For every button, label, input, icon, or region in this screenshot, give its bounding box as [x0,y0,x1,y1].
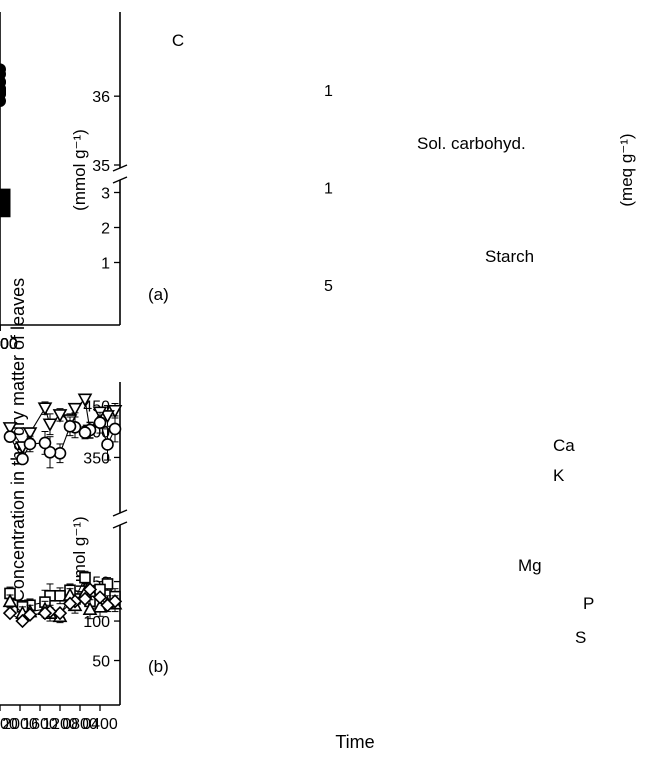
x-tick-label: 0400 [0,336,18,353]
series-label: P [583,594,594,613]
x-tick-label: 2000 [0,336,18,353]
series-label: S [575,628,586,647]
x-tick-label: 2400 [0,716,18,733]
data-point [107,594,123,609]
data-point [77,393,93,408]
data-point [100,598,115,613]
data-point [108,422,122,436]
y2-axis-label: (meq g⁻¹) [617,133,636,206]
data-point [16,452,29,466]
series-k [3,411,122,469]
x-tick-label: 1200 [42,716,78,733]
series-label: C [172,31,184,50]
axis-break-mark [112,176,128,184]
y2-tick-label: 1500 [324,83,659,100]
y-tick-label-lower: 3 [101,186,110,203]
data-point [92,590,108,605]
panel-label: (b) [148,657,169,676]
data-point [67,402,83,417]
series-c [0,63,6,107]
series-label: Sol. carbohyd. [417,134,526,153]
data-point [100,410,115,424]
data-point [78,426,92,439]
y-tick-label-upper: 36 [92,89,110,106]
panel-a: 040008001200160020002400 35 36 1 2 3 500 1000 15… [0,12,659,353]
x-axis-title: Time [335,732,374,752]
data-point [63,420,77,433]
data-point [52,409,68,423]
series-label: Ca [553,436,575,455]
data-point [62,596,78,611]
data-point [43,445,57,459]
series-filled-square [0,188,11,218]
data-point [22,607,38,622]
series-label: K [553,466,565,485]
data-point [77,591,93,607]
data-point [82,582,98,597]
series-s [2,582,123,629]
panel-label: (a) [148,285,169,304]
y-tick-label-lower: 2 [101,221,110,238]
x-tick-label: 0800 [0,336,18,353]
data-point [38,436,52,450]
axis-break-mark [112,521,128,529]
axis-break-mark [112,164,128,172]
data-point [0,88,6,101]
x-tick-label: 1200 [0,336,18,353]
axis-break-mark [112,509,128,517]
x-tick-label: 2000 [2,716,38,733]
data-point [82,601,98,616]
data-point [0,68,6,81]
y2-tick-label: 500 [324,278,659,295]
y-tick-label-lower: 1 [101,256,110,273]
data-point [101,438,114,451]
data-point [0,197,11,209]
y2-tick-label: 1000 [324,181,659,198]
x-tick-label: 1600 [0,336,18,353]
series-label: Mg [518,556,542,575]
data-point [79,571,91,584]
data-point [2,422,18,436]
y-tick-label-lower: 50 [92,654,110,671]
data-point [15,613,30,629]
y-axis-label: (mmol g⁻¹) [70,129,89,211]
data-point [2,606,18,621]
data-point [42,418,58,432]
data-point [37,402,53,416]
data-point [23,437,37,451]
y-tick-label-upper: 350 [83,450,110,467]
x-tick-label: 0800 [62,716,98,733]
data-point [3,430,17,443]
y-tick-label-upper: 35 [92,158,110,175]
panel-b: 0400080012001600200024003504004505010015… [0,382,594,733]
x-tick-label: 1600 [22,716,58,733]
data-point [93,416,107,429]
data-point [37,606,53,621]
series-label: Starch [485,247,534,266]
data-point [22,427,38,441]
x-tick-label: 0400 [82,716,118,733]
x-tick-label: 2400 [0,336,18,353]
